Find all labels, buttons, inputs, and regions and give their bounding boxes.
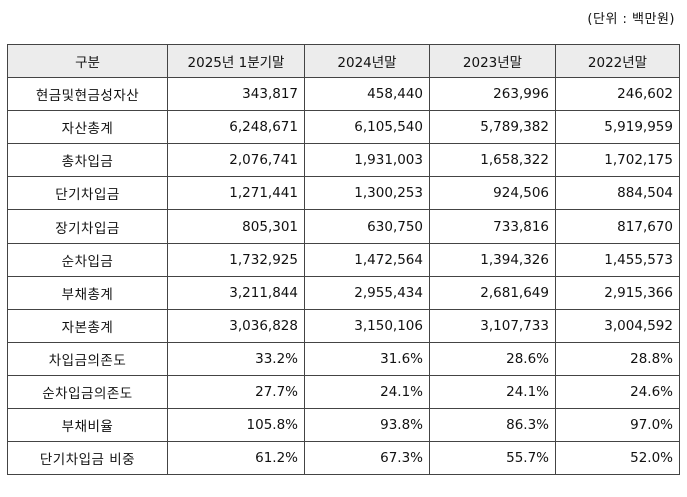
table-cell: 2,915,366 xyxy=(555,275,680,310)
table-cell: 343,817 xyxy=(167,77,305,112)
table-row: 부채총계 3,211,844 2,955,434 2,681,649 2,915,366 xyxy=(7,275,680,310)
table-cell: 28.8% xyxy=(555,341,680,376)
table-cell: 6,248,671 xyxy=(167,110,305,145)
table-cell: 1,472,564 xyxy=(304,242,430,277)
row-label: 현금및현금성자산 xyxy=(7,77,168,112)
table-cell: 86.3% xyxy=(429,408,556,443)
table-cell: 6,105,540 xyxy=(304,110,430,145)
row-label: 순차입금의존도 xyxy=(7,374,168,410)
table-cell: 24.6% xyxy=(555,374,680,410)
table-cell: 27.7% xyxy=(167,374,305,410)
row-label: 부채총계 xyxy=(7,275,168,310)
table-row: 단기차입금 1,271,441 1,300,253 924,506 884,504 xyxy=(7,176,680,211)
table-cell: 630,750 xyxy=(304,209,430,244)
table-cell: 24.1% xyxy=(304,374,430,410)
header-cell-2022: 2022년말 xyxy=(555,43,680,79)
table-cell: 733,816 xyxy=(429,209,556,244)
table-cell: 3,004,592 xyxy=(555,308,680,343)
table-cell: 93.8% xyxy=(304,408,430,443)
table-row: 총차입금 2,076,741 1,931,003 1,658,322 1,702,175 xyxy=(7,143,680,178)
financial-table: 구분 2025년 1분기말 2024년말 2023년말 2022년말 현금및현금… xyxy=(7,43,680,476)
table-row: 자산총계 6,248,671 6,105,540 5,789,382 5,919,959 xyxy=(7,110,680,145)
table-cell: 61.2% xyxy=(167,441,305,476)
row-label: 장기차입금 xyxy=(7,209,168,244)
row-label: 차입금의존도 xyxy=(7,341,168,376)
table-row: 순차입금 1,732,925 1,472,564 1,394,326 1,455,573 xyxy=(7,242,680,277)
table-cell: 33.2% xyxy=(167,341,305,376)
table-cell: 28.6% xyxy=(429,341,556,376)
table-row: 부채비율 105.8% 93.8% 86.3% 97.0% xyxy=(7,408,680,443)
table-cell: 817,670 xyxy=(555,209,680,244)
table-row: 자본총계 3,036,828 3,150,106 3,107,733 3,004,592 xyxy=(7,308,680,343)
table-cell: 246,602 xyxy=(555,77,680,112)
table-cell: 67.3% xyxy=(304,441,430,476)
row-label: 부채비율 xyxy=(7,408,168,443)
row-label: 총차입금 xyxy=(7,143,168,178)
header-cell-2023: 2023년말 xyxy=(429,43,556,79)
table-cell: 1,702,175 xyxy=(555,143,680,178)
table-row: 단기차입금 비중 61.2% 67.3% 55.7% 52.0% xyxy=(7,441,680,476)
unit-label: (단위 : 백만원) xyxy=(587,12,675,27)
table-cell: 1,658,322 xyxy=(429,143,556,178)
row-label: 단기차입금 비중 xyxy=(7,441,168,476)
table-row: 차입금의존도 33.2% 31.6% 28.6% 28.8% xyxy=(7,341,680,376)
table-cell: 263,996 xyxy=(429,77,556,112)
header-cell-2024: 2024년말 xyxy=(304,43,430,79)
table-cell: 24.1% xyxy=(429,374,556,410)
table-cell: 1,455,573 xyxy=(555,242,680,277)
table-cell: 1,300,253 xyxy=(304,176,430,211)
row-label: 단기차입금 xyxy=(7,176,168,211)
table-cell: 105.8% xyxy=(167,408,305,443)
row-label: 자산총계 xyxy=(7,110,168,145)
table-cell: 3,036,828 xyxy=(167,308,305,343)
header-row: 구분 2025년 1분기말 2024년말 2023년말 2022년말 xyxy=(7,43,680,79)
table-cell: 97.0% xyxy=(555,408,680,443)
table-row: 순차입금의존도 27.7% 24.1% 24.1% 24.6% xyxy=(7,374,680,410)
table-cell: 2,681,649 xyxy=(429,275,556,310)
table-cell: 1,931,003 xyxy=(304,143,430,178)
table-body: 현금및현금성자산 343,817 458,440 263,996 246,602 자산총계… xyxy=(7,77,680,476)
table-cell: 3,211,844 xyxy=(167,275,305,310)
table-header: 구분 2025년 1분기말 2024년말 2023년말 2022년말 xyxy=(7,43,680,79)
table-cell: 805,301 xyxy=(167,209,305,244)
table-cell: 31.6% xyxy=(304,341,430,376)
header-cell-2025q1: 2025년 1분기말 xyxy=(167,43,305,79)
table-cell: 924,506 xyxy=(429,176,556,211)
table-cell: 1,394,326 xyxy=(429,242,556,277)
table-row: 장기차입금 805,301 630,750 733,816 817,670 xyxy=(7,209,680,244)
table-cell: 55.7% xyxy=(429,441,556,476)
row-label: 순차입금 xyxy=(7,242,168,277)
table-cell: 884,504 xyxy=(555,176,680,211)
table-cell: 458,440 xyxy=(304,77,430,112)
table-cell: 3,150,106 xyxy=(304,308,430,343)
table-cell: 5,789,382 xyxy=(429,110,556,145)
header-cell-category: 구분 xyxy=(7,43,168,79)
table-cell: 1,732,925 xyxy=(167,242,305,277)
table-cell: 2,076,741 xyxy=(167,143,305,178)
table-row: 현금및현금성자산 343,817 458,440 263,996 246,602 xyxy=(7,77,680,112)
table-cell: 2,955,434 xyxy=(304,275,430,310)
row-label: 자본총계 xyxy=(7,308,168,343)
table-cell: 1,271,441 xyxy=(167,176,305,211)
table-cell: 52.0% xyxy=(555,441,680,476)
table-cell: 3,107,733 xyxy=(429,308,556,343)
table-cell: 5,919,959 xyxy=(555,110,680,145)
